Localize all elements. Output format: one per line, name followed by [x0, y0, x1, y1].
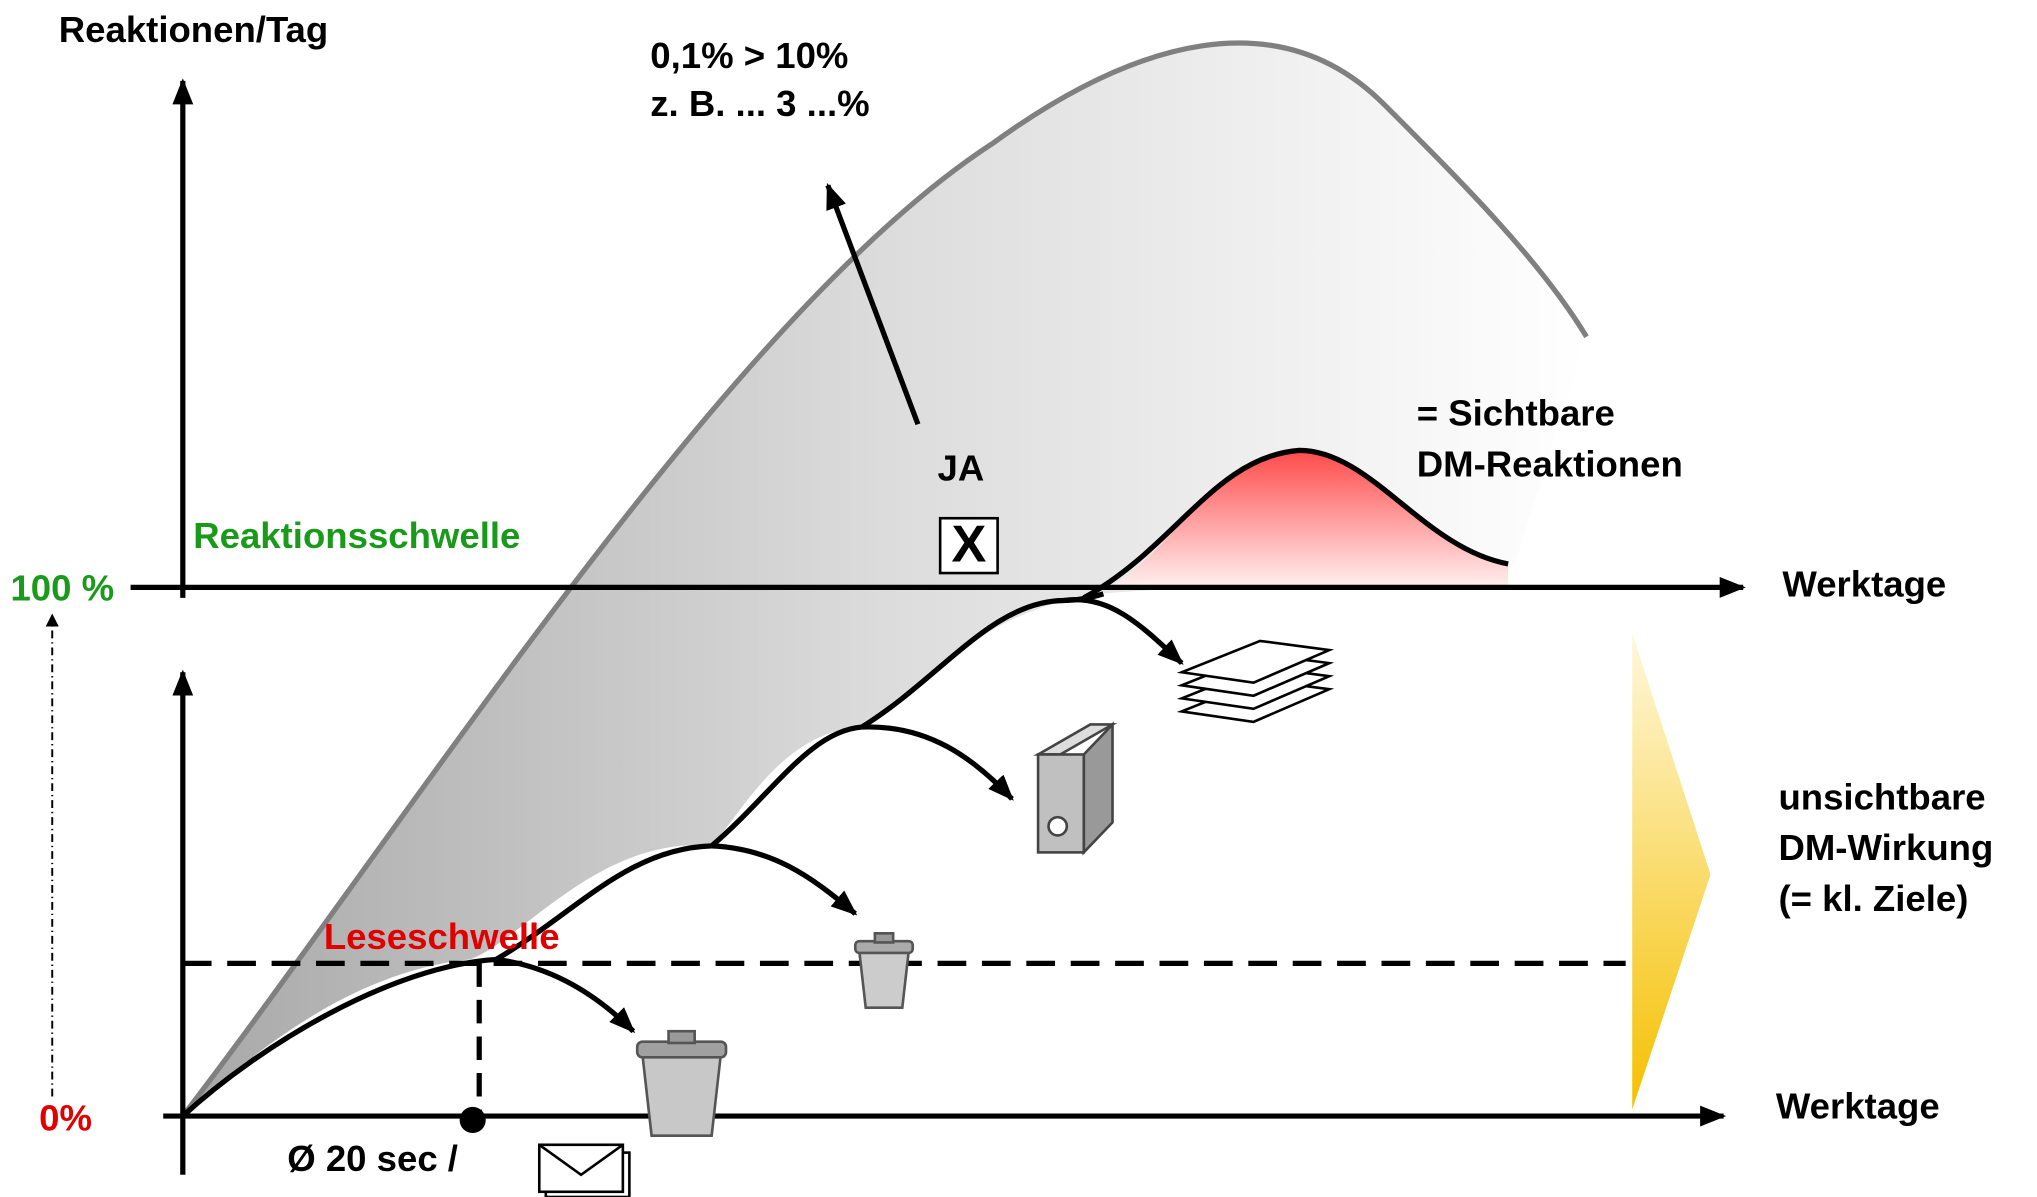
hundred-percent-label: 100 %: [10, 567, 114, 608]
invisible-effect-arrow: [1632, 633, 1710, 1109]
ratio-text: 0,1% > 10%: [650, 35, 848, 76]
trash-can-large: [637, 1031, 726, 1135]
yes-label: JA: [938, 447, 985, 488]
checkbox-mark: X: [951, 515, 986, 573]
trash-can-small: [855, 933, 912, 1007]
bottom-x-axis-label: Werktage: [1776, 1086, 1940, 1127]
time-marker: [460, 1107, 486, 1133]
ratio-text: z. B. ... 3 ...%: [650, 83, 869, 124]
envelope: [539, 1145, 629, 1197]
visible-text: DM-Reaktionen: [1417, 443, 1683, 484]
binder: [1038, 724, 1112, 852]
paper-stack: [1182, 641, 1330, 722]
invisible-text: unsichtbare: [1778, 776, 1985, 817]
invisible-text: DM-Wirkung: [1778, 827, 1993, 868]
reading-threshold-label: Leseschwelle: [324, 916, 560, 957]
top-x-axis-label: Werktage: [1782, 564, 1946, 605]
visible-text: = Sichtbare: [1417, 393, 1615, 434]
zero-percent-label: 0%: [39, 1097, 92, 1138]
y-axis-title: Reaktionen/Tag: [59, 9, 328, 50]
reaction-threshold-label: Reaktionsschwelle: [193, 515, 520, 556]
page: {"labels": { "y_axis_title": "Reaktionen…: [0, 0, 2037, 1197]
average-time-label: Ø 20 sec /: [287, 1138, 458, 1179]
diagram: Reaktionen/Tag 0,1% > 10% z. B. ... 3 ..…: [0, 0, 2037, 1197]
invisible-text: (= kl. Ziele): [1778, 878, 1968, 919]
